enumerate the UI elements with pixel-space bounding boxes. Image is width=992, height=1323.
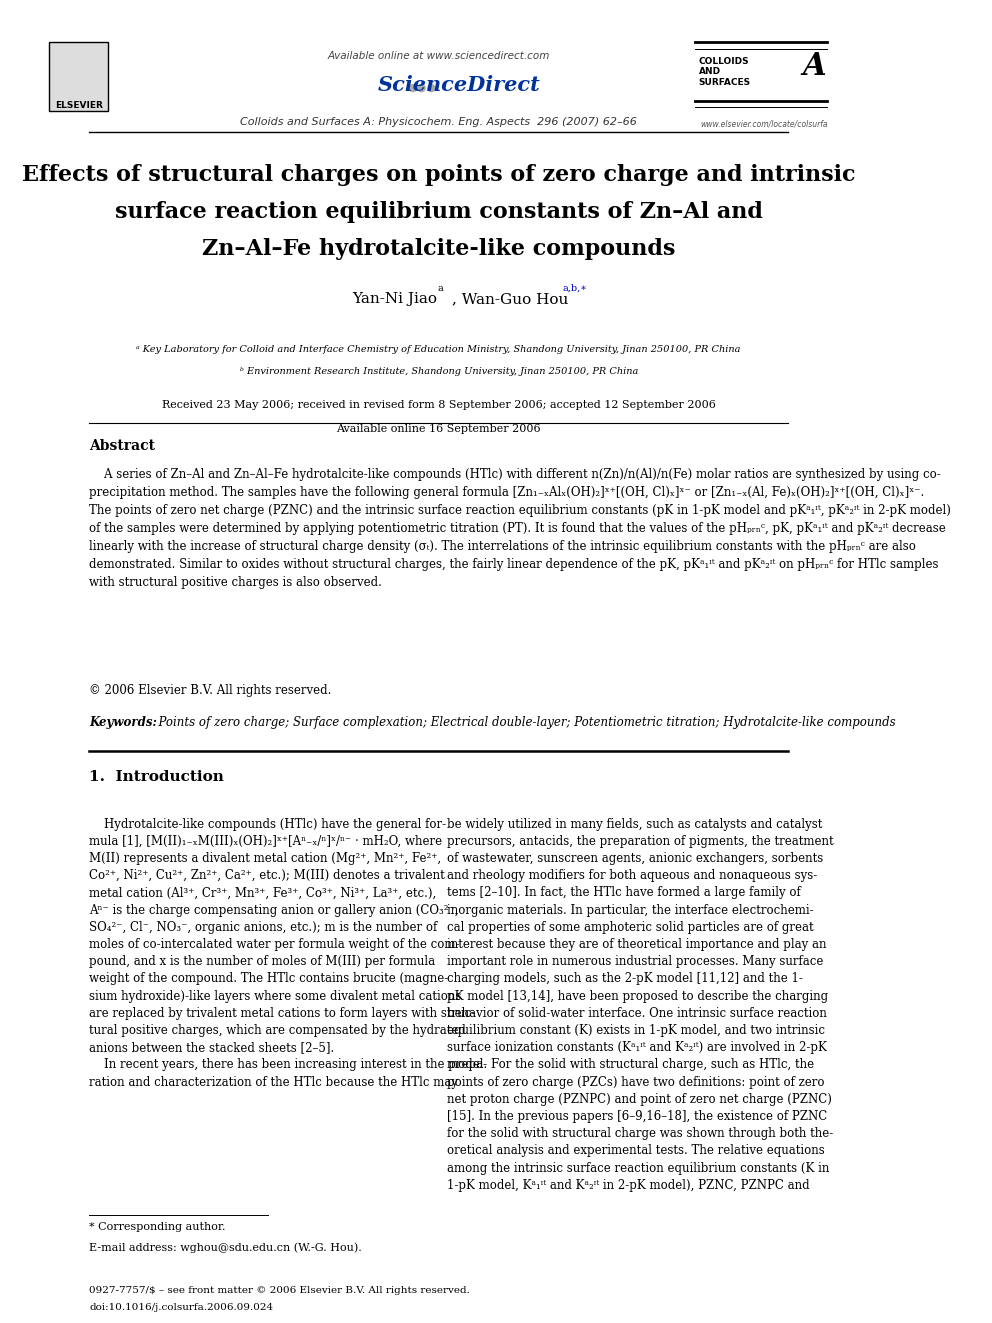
Text: Hydrotalcite-like compounds (HTlc) have the general for-
mula [1], [M(II)₁₋ₓM(II: Hydrotalcite-like compounds (HTlc) have … [89, 818, 487, 1089]
Text: Abstract: Abstract [89, 439, 155, 454]
Text: 0927-7757/$ – see front matter © 2006 Elsevier B.V. All rights reserved.: 0927-7757/$ – see front matter © 2006 El… [89, 1286, 470, 1295]
Text: SURFACES: SURFACES [698, 78, 751, 87]
Text: Colloids and Surfaces A: Physicochem. Eng. Aspects  296 (2007) 62–66: Colloids and Surfaces A: Physicochem. En… [240, 116, 637, 127]
Text: Effects of structural charges on points of zero charge and intrinsic: Effects of structural charges on points … [22, 164, 855, 185]
Text: , Wan-Guo Hou: , Wan-Guo Hou [451, 292, 568, 306]
Text: Yan-Ni Jiao: Yan-Ni Jiao [352, 292, 437, 306]
Text: ᵇ Environment Research Institute, Shandong University, Jinan 250100, PR China: ᵇ Environment Research Institute, Shando… [239, 368, 638, 376]
Text: www.elsevier.com/locate/colsurfa: www.elsevier.com/locate/colsurfa [700, 119, 827, 128]
Text: doi:10.1016/j.colsurfa.2006.09.024: doi:10.1016/j.colsurfa.2006.09.024 [89, 1303, 274, 1312]
Text: ScienceDirect: ScienceDirect [378, 74, 541, 95]
Text: ᵃ Key Laboratory for Colloid and Interface Chemistry of Education Ministry, Shan: ᵃ Key Laboratory for Colloid and Interfa… [137, 345, 741, 353]
Text: ●●●: ●●● [408, 82, 437, 93]
Text: Keywords:: Keywords: [89, 716, 157, 729]
Text: Available online at www.sciencedirect.com: Available online at www.sciencedirect.co… [327, 50, 550, 61]
Text: ELSEVIER: ELSEVIER [55, 101, 102, 110]
Text: Received 23 May 2006; received in revised form 8 September 2006; accepted 12 Sep: Received 23 May 2006; received in revise… [162, 400, 715, 410]
Text: 1.  Introduction: 1. Introduction [89, 770, 224, 785]
Text: Points of zero charge; Surface complexation; Electrical double-layer; Potentiome: Points of zero charge; Surface complexat… [151, 716, 896, 729]
Text: a: a [437, 284, 443, 292]
Text: E-mail address: wghou@sdu.edu.cn (W.-G. Hou).: E-mail address: wghou@sdu.edu.cn (W.-G. … [89, 1242, 362, 1253]
Text: * Corresponding author.: * Corresponding author. [89, 1222, 226, 1233]
FancyBboxPatch shape [49, 42, 108, 111]
Text: A series of Zn–Al and Zn–Al–Fe hydrotalcite-like compounds (HTlc) with different: A series of Zn–Al and Zn–Al–Fe hydrotalc… [89, 468, 951, 589]
Text: © 2006 Elsevier B.V. All rights reserved.: © 2006 Elsevier B.V. All rights reserved… [89, 684, 331, 697]
Text: surface reaction equilibrium constants of Zn–Al and: surface reaction equilibrium constants o… [115, 201, 763, 222]
Text: Available online 16 September 2006: Available online 16 September 2006 [336, 423, 541, 434]
Text: A: A [803, 50, 826, 82]
Text: AND: AND [698, 67, 721, 77]
Text: COLLOIDS: COLLOIDS [698, 57, 749, 66]
Text: Zn–Al–Fe hydrotalcite-like compounds: Zn–Al–Fe hydrotalcite-like compounds [202, 238, 676, 259]
Text: be widely utilized in many fields, such as catalysts and catalyst
precursors, an: be widely utilized in many fields, such … [446, 818, 833, 1192]
Text: a,b,∗: a,b,∗ [562, 284, 587, 292]
